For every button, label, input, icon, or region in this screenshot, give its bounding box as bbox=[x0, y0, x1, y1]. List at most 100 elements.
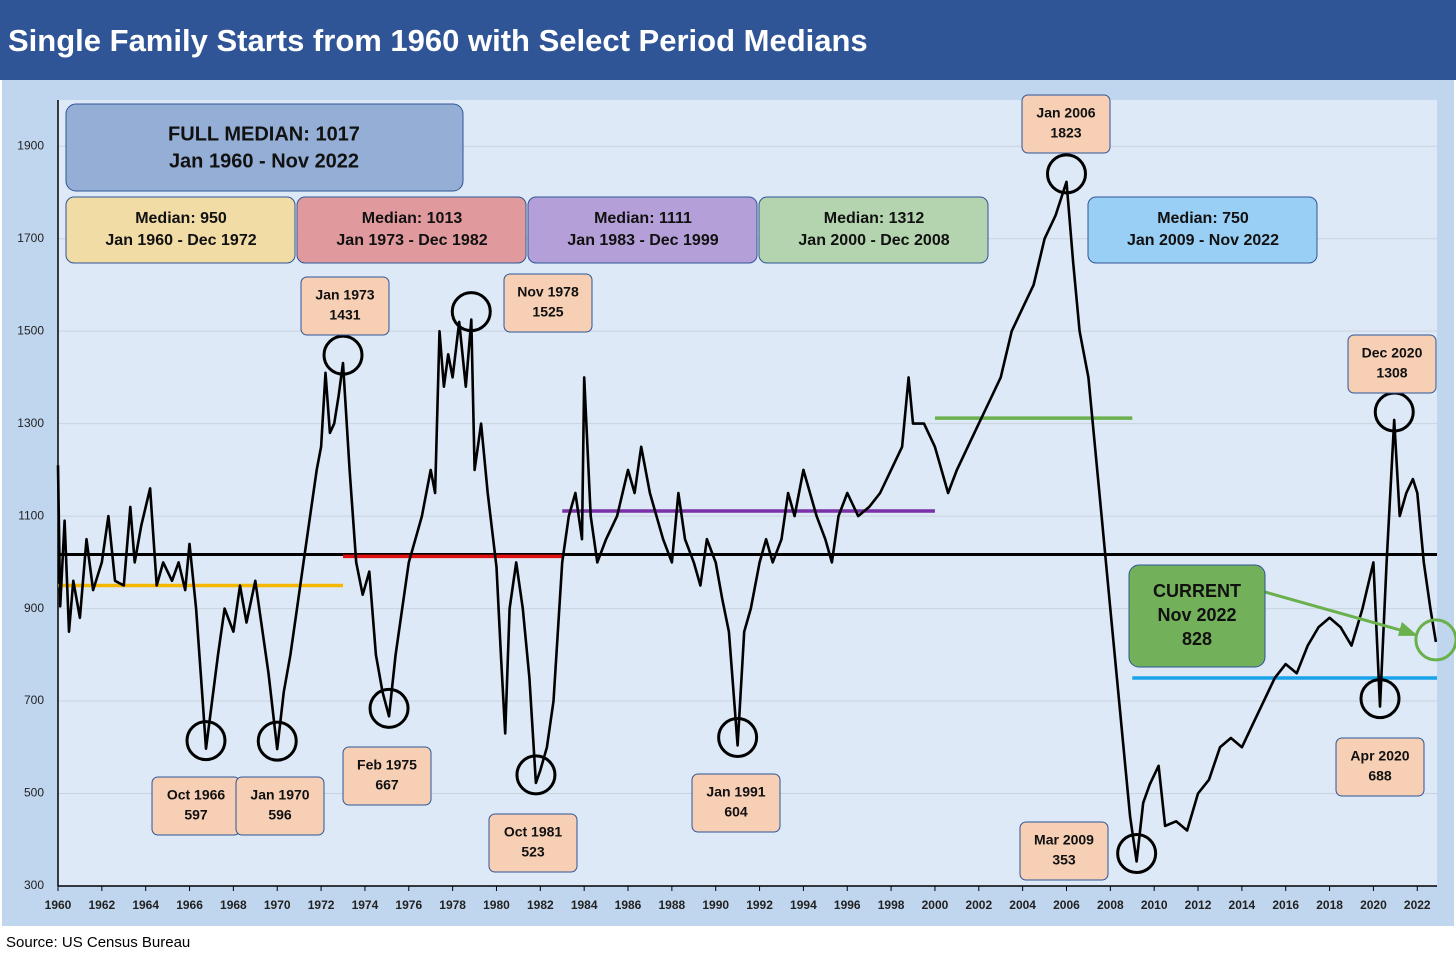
annotation-circle bbox=[256, 720, 298, 762]
annotation-box bbox=[1021, 94, 1111, 154]
median-period: Jan 1960 - Dec 1972 bbox=[105, 232, 256, 249]
x-tick-label: 1966 bbox=[176, 898, 203, 912]
x-tick-label: 2018 bbox=[1316, 898, 1343, 912]
annotation-value: 596 bbox=[268, 807, 292, 823]
chart-title: Single Family Starts from 1960 with Sele… bbox=[8, 23, 868, 58]
x-tick-label: 1964 bbox=[132, 898, 159, 912]
x-tick-label: 1982 bbox=[527, 898, 554, 912]
annotation-value: 1823 bbox=[1050, 125, 1081, 141]
annotation-value: 604 bbox=[724, 804, 748, 820]
x-tick-label: 2006 bbox=[1053, 898, 1080, 912]
current-arrowhead bbox=[1397, 621, 1418, 636]
x-tick-label: 1994 bbox=[790, 898, 817, 912]
annotation-circle bbox=[368, 687, 410, 729]
annotation-value: 1431 bbox=[329, 307, 360, 323]
annotation-circle bbox=[717, 716, 759, 758]
median-box bbox=[527, 196, 758, 264]
x-tick-label: 2022 bbox=[1404, 898, 1431, 912]
annotation-box bbox=[300, 276, 390, 336]
median-box bbox=[65, 196, 296, 264]
x-tick-label: 1984 bbox=[571, 898, 598, 912]
annotation-box bbox=[235, 776, 325, 836]
x-tick-label: 2010 bbox=[1141, 898, 1168, 912]
y-tick-label: 1700 bbox=[17, 231, 44, 245]
marks bbox=[56, 153, 1456, 874]
current-value: 828 bbox=[1182, 629, 1212, 649]
annotation-value: 688 bbox=[1368, 768, 1392, 784]
x-tick-label: 1996 bbox=[834, 898, 861, 912]
x-tick-label: 1998 bbox=[878, 898, 905, 912]
annotation-date: Jan 2006 bbox=[1036, 105, 1095, 121]
x-tick-label: 1972 bbox=[308, 898, 335, 912]
annotation-date: Feb 1975 bbox=[357, 757, 417, 773]
annotation-date: Jan 1970 bbox=[250, 787, 309, 803]
x-tick-label: 1968 bbox=[220, 898, 247, 912]
x-tick-label: 1974 bbox=[352, 898, 379, 912]
annotation-box bbox=[1335, 737, 1425, 797]
x-tick-label: 1986 bbox=[615, 898, 642, 912]
annotation-value: 1525 bbox=[532, 304, 563, 320]
median-box bbox=[1087, 196, 1318, 264]
annotation-value: 597 bbox=[184, 807, 208, 823]
annotation-box bbox=[503, 273, 593, 333]
source: Source: US Census Bureau bbox=[6, 934, 190, 951]
annotation-box bbox=[691, 773, 781, 833]
x-tick-label: 2020 bbox=[1360, 898, 1387, 912]
y-tick-label: 700 bbox=[24, 693, 44, 707]
y-tick-label: 500 bbox=[24, 786, 44, 800]
median-label: Median: 1111 bbox=[594, 210, 692, 227]
x-tick-label: 2014 bbox=[1229, 898, 1256, 912]
series-line bbox=[56, 180, 1438, 863]
x-tick-label: 2000 bbox=[922, 898, 949, 912]
annotation-box bbox=[1019, 821, 1109, 881]
y-tick-label: 1500 bbox=[17, 323, 44, 337]
y-tick-label: 900 bbox=[24, 601, 44, 615]
full-median-label: FULL MEDIAN: 1017 bbox=[168, 123, 360, 145]
annotation-box bbox=[1347, 334, 1437, 394]
annotation-circle bbox=[515, 754, 557, 796]
x-tick-label: 1990 bbox=[702, 898, 729, 912]
median-label: Median: 1013 bbox=[362, 210, 463, 227]
y-tick-label: 300 bbox=[24, 878, 44, 892]
median-box bbox=[758, 196, 989, 264]
annotation-date: Apr 2020 bbox=[1350, 748, 1409, 764]
x-tick-label: 2002 bbox=[965, 898, 992, 912]
annotation-date: Jan 1973 bbox=[315, 287, 374, 303]
grid: 300 500 700 900 1100 1300 1500 1700 1900 1960 1962… bbox=[17, 100, 1437, 912]
annotation-circle bbox=[1359, 678, 1401, 720]
current-box bbox=[1128, 564, 1266, 668]
median-label: Median: 750 bbox=[1157, 210, 1249, 227]
x-tick-label: 1980 bbox=[483, 898, 510, 912]
annotation-circle bbox=[450, 291, 492, 333]
annotation-value: 353 bbox=[1052, 852, 1076, 868]
annotation-value: 1308 bbox=[1376, 365, 1407, 381]
median-period: Jan 1973 - Dec 1982 bbox=[336, 232, 487, 249]
y-tick-label: 1100 bbox=[18, 508, 44, 522]
annotation-circle bbox=[322, 334, 364, 376]
x-tick-label: 1976 bbox=[395, 898, 422, 912]
annotation-date: Mar 2009 bbox=[1034, 832, 1094, 848]
annotation-value: 667 bbox=[375, 777, 399, 793]
annotation-box bbox=[488, 813, 578, 873]
x-tick-label: 1992 bbox=[746, 898, 773, 912]
annotation-value: 523 bbox=[521, 844, 545, 860]
annotation-date: Jan 1991 bbox=[706, 784, 765, 800]
annotation-date: Oct 1981 bbox=[504, 824, 563, 840]
x-tick-label: 2012 bbox=[1185, 898, 1212, 912]
current-label: CURRENT bbox=[1153, 581, 1241, 601]
annotation-date: Nov 1978 bbox=[517, 284, 579, 300]
annotation-circle bbox=[1045, 153, 1087, 195]
median-box bbox=[296, 196, 527, 264]
y-tick-label: 1900 bbox=[17, 138, 44, 152]
median-period: Jan 2009 - Nov 2022 bbox=[1127, 232, 1279, 249]
x-tick-label: 1988 bbox=[659, 898, 686, 912]
header bbox=[0, 0, 1456, 80]
median-period: Jan 1983 - Dec 1999 bbox=[567, 232, 718, 249]
x-tick-label: 2004 bbox=[1009, 898, 1036, 912]
annotation-circle bbox=[1116, 832, 1158, 874]
full-median-box bbox=[65, 103, 464, 192]
annotation-circle bbox=[185, 720, 227, 762]
annotation-date: Dec 2020 bbox=[1362, 345, 1423, 361]
